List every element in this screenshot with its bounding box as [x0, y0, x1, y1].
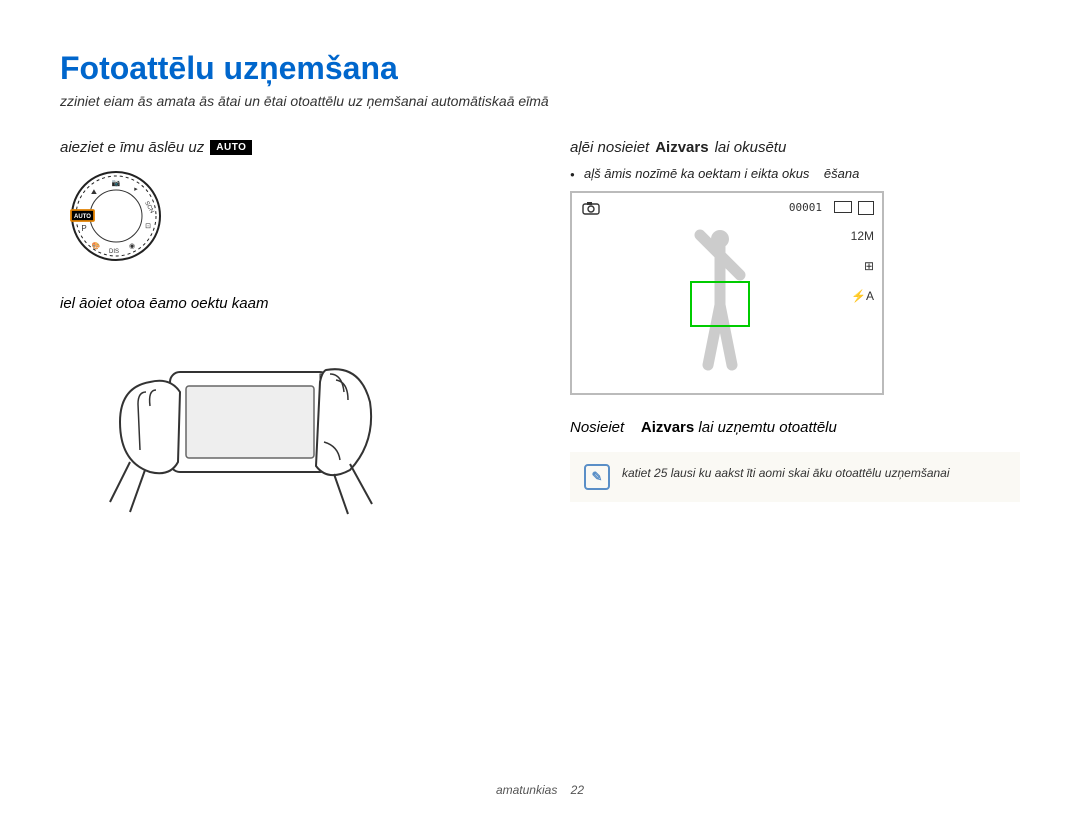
svg-text:📷: 📷 [112, 179, 121, 187]
svg-text:DIS: DIS [109, 249, 119, 255]
note-icon: ✎ [584, 464, 610, 490]
photo-counter: 00001 [789, 201, 822, 214]
resolution-label: 12M [851, 229, 874, 243]
step4-bold: Aizvars [641, 419, 694, 436]
step3-post: lai okusētu [715, 139, 787, 156]
svg-text:⊡: ⊡ [145, 223, 151, 230]
step-1: aieziet e īmu āslēu uz AUTO [60, 139, 510, 156]
svg-text:⛰: ⛰ [91, 189, 97, 196]
svg-text:🎨: 🎨 [92, 241, 101, 250]
step4-post: lai uzņemtu otoattēlu [698, 419, 836, 436]
svg-text:◉: ◉ [129, 243, 135, 250]
lcd-preview: 00001 12M ⊞ ⚡A [570, 191, 884, 395]
svg-text:AUTO: AUTO [74, 214, 91, 220]
page-title: Fotoattēlu uzņemšana [60, 50, 1020, 87]
note-box: ✎ katiet 25 lausi ku aakst īti aomi skai… [570, 452, 1020, 502]
camera-icon [582, 201, 600, 218]
step3-pre: aļēi nosieiet [570, 139, 649, 156]
step3-bold: Aizvars [655, 139, 708, 156]
right-column: aļēi nosieiet Aizvars lai okusētu aļš ām… [570, 139, 1020, 527]
flash-icon: ⚡A [851, 289, 874, 303]
svg-text:P: P [81, 224, 86, 233]
step-4: Nosieiet Aizvars lai uzņemtu otoattēlu [570, 419, 1020, 436]
left-column: aieziet e īmu āslēu uz AUTO 📷 ▸ SCN ⊡ ◉ … [60, 139, 510, 527]
lcd-side-icons: 12M ⊞ ⚡A [851, 229, 874, 319]
step-3: aļēi nosieiet Aizvars lai okusētu [570, 139, 1020, 156]
mode-dial-diagram: 📷 ▸ SCN ⊡ ◉ DIS 🎨 P AUTO ⛰ [66, 166, 510, 271]
grid-icon: ⊞ [851, 259, 874, 273]
step1-text: aieziet e īmu āslēu uz [60, 139, 204, 156]
sd-icon [858, 201, 874, 215]
subtitle: zziniet eiam ās amata ās ātai un ētai ot… [60, 93, 1020, 109]
holding-camera-diagram [90, 332, 510, 527]
svg-text:▸: ▸ [134, 186, 138, 193]
battery-icon [834, 201, 852, 213]
step4-pre: Nosieiet [570, 419, 624, 436]
focus-box [690, 281, 750, 327]
note-text: katiet 25 lausi ku aakst īti aomi skai ā… [622, 464, 950, 482]
auto-badge: AUTO [210, 140, 252, 155]
footer-label: amatunkias [496, 783, 557, 797]
page-number: 22 [571, 783, 584, 797]
bullet-focus: aļš āmis nozīmē ka oektam i eikta okus ē… [570, 166, 1020, 181]
footer: amatunkias 22 [0, 783, 1080, 797]
step-2: iel āoiet otoa ēamo oektu kaam [60, 295, 510, 312]
